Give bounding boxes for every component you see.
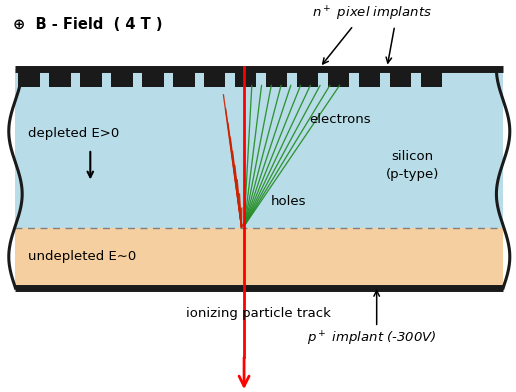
Bar (297, 69, 318, 87)
Bar (15, 228, 503, 288)
Text: $p^+$ implant (-300V): $p^+$ implant (-300V) (307, 330, 437, 348)
Text: ionizing particle track: ionizing particle track (186, 307, 330, 320)
Text: depleted E>0: depleted E>0 (28, 127, 120, 140)
Bar (328, 69, 349, 87)
Bar (390, 69, 411, 87)
Bar (359, 69, 380, 87)
Text: undepleted E∼0: undepleted E∼0 (28, 250, 137, 263)
Bar (111, 69, 133, 87)
Text: (p-type): (p-type) (386, 168, 440, 181)
Bar (18, 69, 40, 87)
Bar (49, 69, 71, 87)
Text: holes: holes (271, 195, 307, 209)
Bar (15, 69, 503, 228)
Bar (80, 69, 102, 87)
Bar (266, 69, 287, 87)
Bar (235, 69, 256, 87)
Text: ⊕  B - Field  ( 4 T ): ⊕ B - Field ( 4 T ) (13, 17, 163, 32)
Text: electrons: electrons (310, 113, 371, 126)
Text: $n^+$ pixel implants: $n^+$ pixel implants (312, 5, 431, 23)
Bar (421, 69, 442, 87)
Text: silicon: silicon (392, 150, 434, 163)
Bar (173, 69, 195, 87)
Bar (142, 69, 164, 87)
Bar (204, 69, 225, 87)
